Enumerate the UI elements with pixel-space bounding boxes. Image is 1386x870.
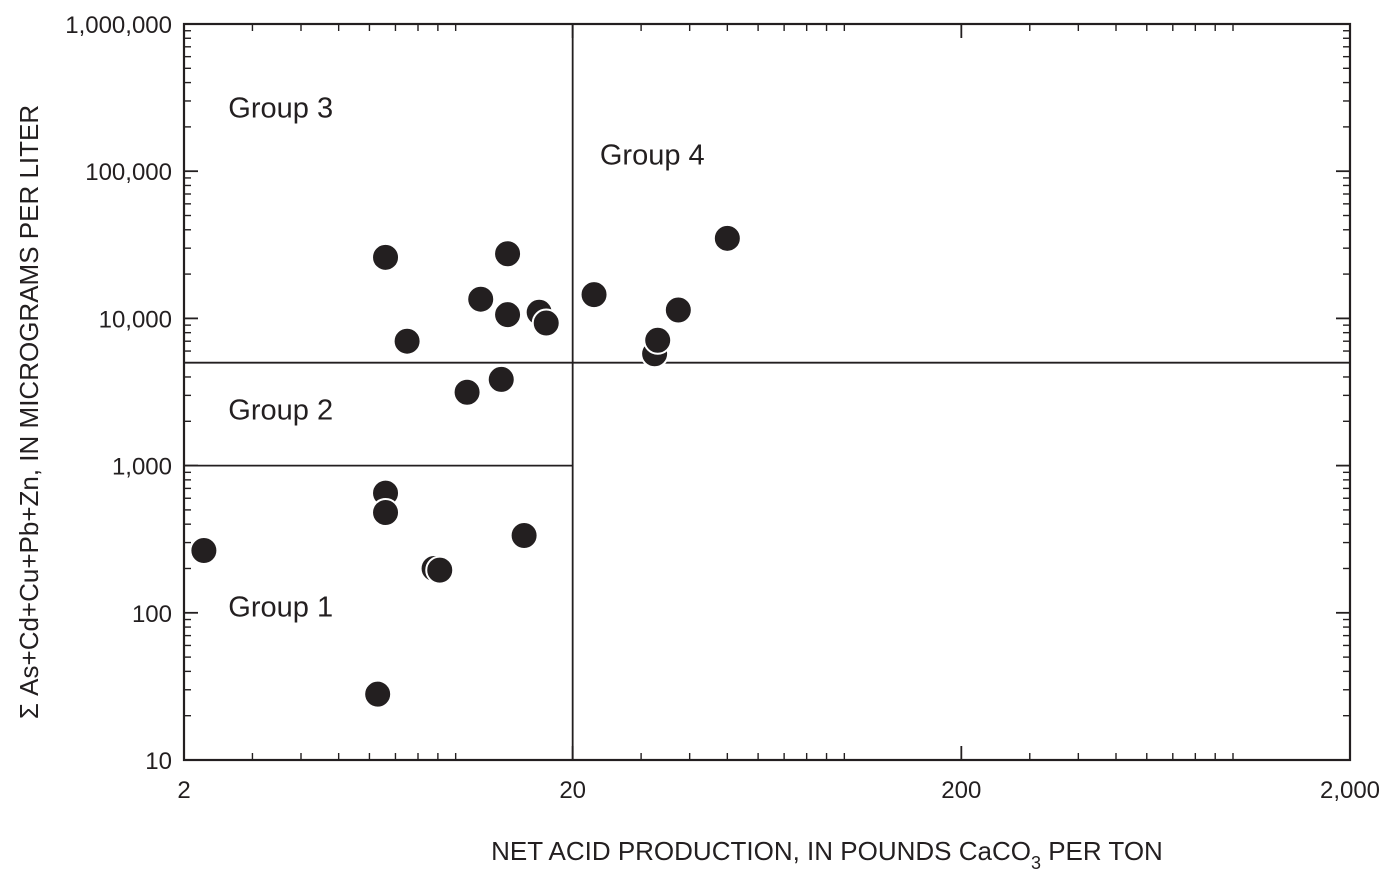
data-point xyxy=(466,284,496,314)
data-point xyxy=(486,364,516,394)
data-point xyxy=(363,679,393,709)
x-tick-label: 20 xyxy=(559,777,586,804)
data-point xyxy=(531,308,561,338)
data-point xyxy=(189,535,219,565)
x-axis-title: NET ACID PRODUCTION, IN POUNDS CaCO3 PER… xyxy=(491,836,1163,870)
y-tick-label: 100 xyxy=(132,601,172,628)
data-points xyxy=(189,223,742,709)
data-point xyxy=(663,295,693,325)
x-tick-label: 200 xyxy=(941,777,981,804)
data-point xyxy=(371,242,401,272)
axis-ticks xyxy=(183,23,1351,761)
data-point xyxy=(509,521,539,551)
group-label: Group 1 xyxy=(228,592,333,624)
data-point xyxy=(425,555,455,585)
y-tick-label: 100,000 xyxy=(85,159,172,186)
y-tick-label: 1,000 xyxy=(112,454,172,481)
x-axis-title-part-1: NET ACID PRODUCTION, IN POUNDS CaCO xyxy=(491,836,1031,866)
group-labels: Group 1 Group 2 Group 3 Group 4 xyxy=(228,93,704,624)
x-tick-label: 2,000 xyxy=(1320,777,1380,804)
plot-frame xyxy=(182,22,1352,762)
group-label: Group 2 xyxy=(228,395,333,427)
y-axis-title: Σ As+Cd+Cu+Pb+Zn, IN MICROGRAMS PER LITE… xyxy=(14,105,44,719)
data-point xyxy=(579,280,609,310)
data-point xyxy=(712,223,742,253)
group-label: Group 4 xyxy=(600,139,705,171)
y-tick-label: 10 xyxy=(145,748,172,775)
data-point xyxy=(392,326,422,356)
data-point xyxy=(493,239,523,269)
tick-labels: 2 20 200 2,000 10 100 1,000 10,000 100,000 1,000,… xyxy=(65,12,1380,804)
group-label: Group 3 xyxy=(228,93,333,125)
y-tick-label: 1,000,000 xyxy=(65,12,172,39)
x-tick-label: 2 xyxy=(177,777,190,804)
x-axis-title-part-2: PER TON xyxy=(1041,836,1163,866)
data-point xyxy=(371,498,401,528)
data-point xyxy=(452,377,482,407)
group-dividers xyxy=(184,24,1350,760)
data-point xyxy=(643,325,673,355)
x-axis-title-subscript: 3 xyxy=(1031,853,1041,870)
y-tick-label: 10,000 xyxy=(99,306,172,333)
data-point xyxy=(493,300,523,330)
